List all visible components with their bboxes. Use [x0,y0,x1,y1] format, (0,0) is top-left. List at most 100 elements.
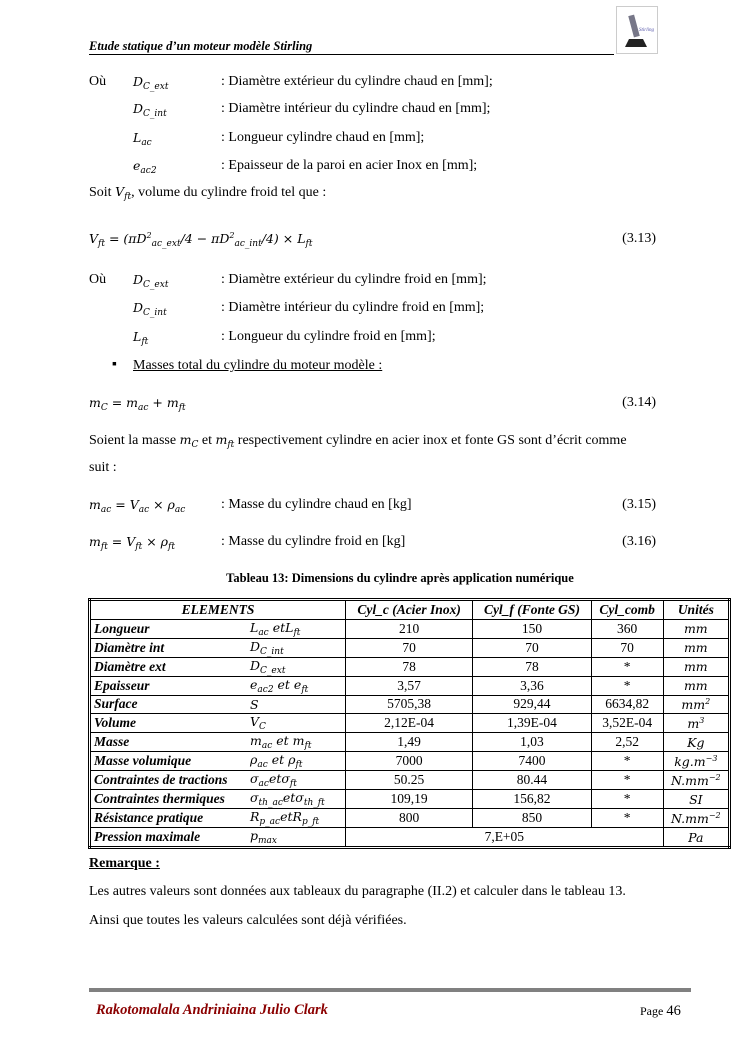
paragraph-line: suit : [89,460,117,475]
math-sub: ac [258,627,269,638]
math-text: et [273,676,294,692]
math-base: L [250,619,259,635]
cell-c: 50.25 [344,770,474,790]
math-sup: 2 [146,231,152,240]
math-sub: C [100,403,108,413]
math-sub: th_ft [303,798,325,808]
math-sub: ac [141,138,152,148]
cell-unit: mm [662,656,731,677]
table-row: Diamètre int DC_int 70 70 70 mm [89,637,731,658]
math-base: kg.m [674,753,706,769]
math-sub: ac_ext [151,239,181,249]
row-label: Epaisseur [89,675,247,696]
symbol: Lac [133,130,152,148]
math-text: = ( [104,231,129,246]
math-sub: ft [135,542,143,552]
math-base: πD [128,231,147,246]
math-sub: ft [227,440,235,450]
math-sup: −2 [708,772,721,782]
math-base: D [250,657,261,673]
math-base: D [133,272,144,287]
math-base: m [89,534,101,549]
cell-comb: * [590,751,664,771]
cell-c: 2,12E-04 [344,713,474,733]
symbol-description: : Diamètre extérieur du cylindre froid e… [221,272,487,287]
math-base: m [687,715,700,731]
cell-unit: mm2 [662,694,731,714]
row-label: Diamètre ext [89,656,247,677]
table-row: Contraintes thermiques σth_acetσth_ft 109,… [89,789,731,809]
math-sub: ac [100,505,112,515]
cell-unit: mm [662,637,731,658]
math-sub: ac [257,760,268,770]
math-base: m [292,733,305,748]
col-header: Cyl_c (Acier Inox) [344,599,474,620]
math-sub: ft [178,403,186,413]
math-sub: ft [168,542,175,552]
equation-number: (3.13) [622,231,656,246]
cell-f: 150 [472,618,592,639]
table-row: Epaisseur eac2 et eft 3,57 3,36 * mm [89,675,731,696]
running-header: Etude statique d’un moteur modèle Stirli… [89,39,313,53]
math-base: ρ [160,534,168,549]
math-base: σ [281,771,290,786]
math-sub: ac [258,779,269,789]
symbol-description: : Diamètre intérieur du cylindre froid e… [221,300,485,315]
math-base: mm [681,696,706,712]
math-base: D [250,638,261,654]
text: Soit [89,185,116,200]
paragraph: Ainsi que toutes les valeurs calculées s… [89,913,407,928]
symbol-description: : Diamètre intérieur du cylindre chaud e… [221,101,491,116]
cell-c: 109,19 [344,789,474,809]
math-sub: ft [301,684,309,695]
math-sub: ft [100,542,108,552]
equation-3-16: mft = Vft × ρft [89,534,175,552]
math-sub: C_int [143,308,167,318]
math-base: V [126,534,136,549]
math-sup: 2 [705,696,711,706]
math-base: m [89,395,101,410]
symbol: DC_int [133,101,167,119]
math-text: × [142,534,161,549]
cell-f: 7400 [472,751,592,771]
table-row: Diamètre ext DC_ext 78 78 * mm [89,656,731,677]
math-base: L [285,619,294,635]
cell-comb: 2,52 [590,732,664,752]
symbol-description: : Diamètre extérieur du cylindre chaud e… [221,74,493,89]
col-header: Cyl_f (Fonte GS) [472,599,592,620]
cell-f: 1,39E-04 [472,713,592,733]
math-base: V [129,497,139,512]
col-header: Unités [662,599,731,620]
math-base: L [133,130,142,145]
math-sub: ft [289,779,297,789]
paragraph: Les autres valeurs sont données aux tabl… [89,884,626,899]
cell-merged: 7,E+05 [345,827,664,848]
math-sub: th_ac [258,798,283,808]
math-sub: ft [304,741,312,751]
math-sub: ac [174,505,186,515]
table-header-row: ELEMENTS Cyl_c (Acier Inox) Cyl_f (Fonte… [89,599,731,620]
bullet-icon: ▪ [112,357,117,372]
math-text: et [268,619,286,635]
math-text: = [111,497,130,512]
cell-c: 1,49 [344,732,474,752]
row-symbol: eac2 et eft [247,675,346,696]
header-rule [89,54,614,55]
math-sub: ft [293,627,301,638]
math-sup: 3 [699,715,705,725]
symbol-description: : Longueur du cylindre froid en [mm]; [221,329,436,344]
math-text: = [107,534,127,549]
math-sup: 2 [229,231,235,240]
math-sub: ac [138,403,149,413]
col-header: ELEMENTS [89,599,346,620]
math: mC [180,432,199,450]
row-symbol: Rp_acetRp_ft [247,808,346,828]
row-label: Masse volumique [89,751,247,771]
row-label: Longueur [89,618,247,639]
cell-f: 78 [472,656,592,677]
math-base: ρ [167,497,175,512]
math-sub: ac2 [257,684,274,695]
math-base: σ [250,771,259,786]
cell-unit: Kg [662,732,731,752]
math-base: R [292,809,302,824]
